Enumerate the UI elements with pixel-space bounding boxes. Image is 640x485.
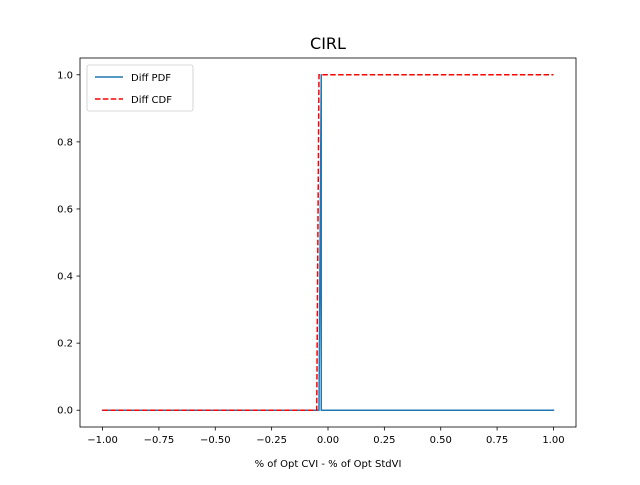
y-tick-label: 0.0 [57, 406, 73, 417]
x-tick-label: 0.75 [486, 435, 508, 446]
x-tick-label: −0.50 [200, 435, 231, 446]
y-tick-label: 0.4 [57, 272, 73, 283]
y-tick-label: 0.2 [57, 339, 73, 350]
y-tick-label: 0.6 [57, 204, 73, 215]
plot-area: −1.00 −0.75 −0.50 −0.25 0.00 0.25 0.50 0.75 1.00… [57, 57, 577, 446]
x-axis-label: % of Opt CVI - % of Opt StdVI [255, 459, 402, 470]
x-tick-label: 0.00 [317, 435, 339, 446]
x-tick-label: −0.25 [256, 435, 287, 446]
x-tick-label: 0.25 [373, 435, 395, 446]
legend-label: Diff PDF [131, 73, 171, 84]
plot-frame [79, 57, 577, 428]
x-tick-label: 1.00 [542, 435, 564, 446]
x-tick-label: 0.50 [430, 435, 452, 446]
chart-title: CIRL [310, 34, 346, 53]
y-tick-label: 0.8 [57, 137, 73, 148]
series-line-diff-cdf [102, 74, 554, 411]
legend-label: Diff CDF [131, 95, 172, 106]
x-tick-label: −0.75 [144, 435, 175, 446]
series-line-diff-pdf [101, 74, 555, 411]
y-tick-label: 1.0 [57, 70, 73, 81]
x-tick-label: −1.00 [87, 435, 118, 446]
